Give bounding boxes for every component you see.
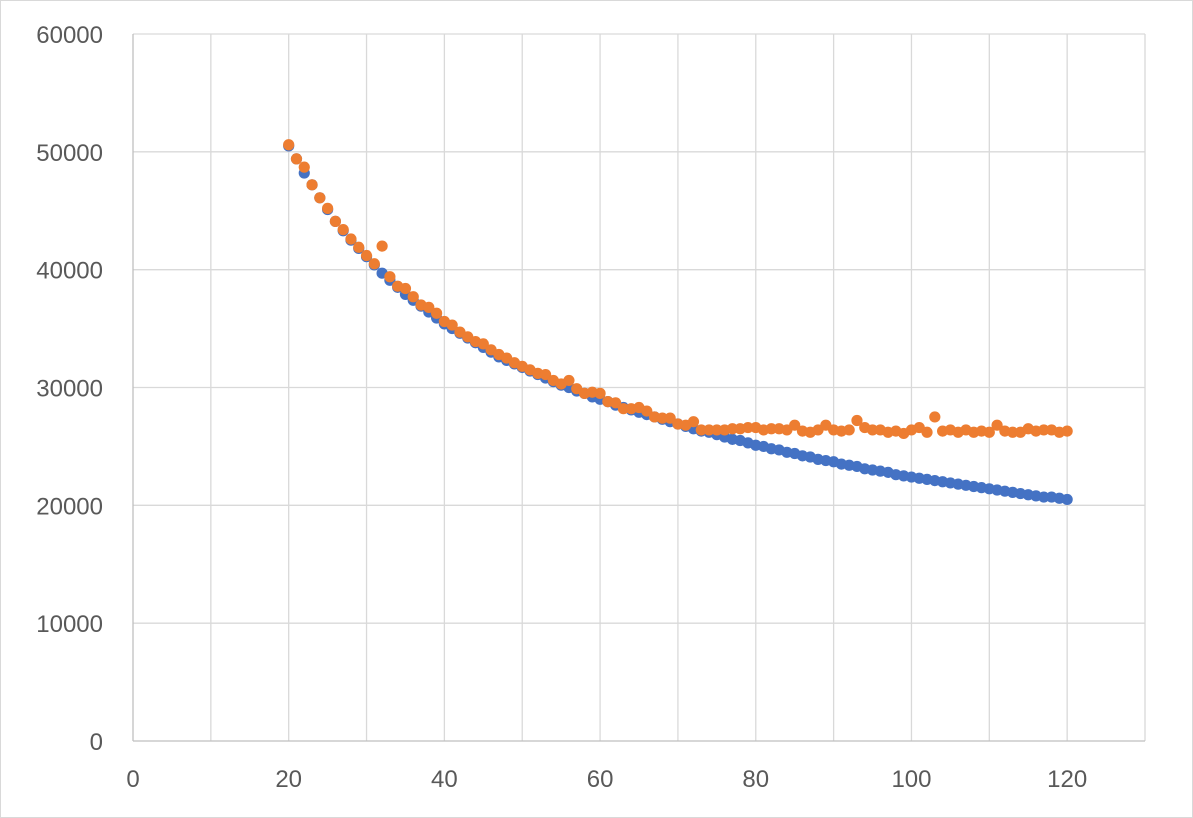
series-2 xyxy=(283,139,1073,440)
data-point xyxy=(742,421,754,434)
data-point xyxy=(431,307,443,319)
y-tick-label: 10000 xyxy=(36,611,103,638)
data-point xyxy=(539,368,552,381)
data-point xyxy=(687,416,700,428)
data-point xyxy=(789,419,801,431)
data-point xyxy=(1061,425,1073,437)
data-point xyxy=(921,426,933,438)
data-point xyxy=(306,179,318,191)
x-tick-label: 40 xyxy=(431,766,458,793)
data-point xyxy=(929,411,941,423)
y-tick-label: 20000 xyxy=(36,493,103,520)
data-point xyxy=(353,241,365,253)
y-tick-label: 40000 xyxy=(36,258,103,285)
data-series xyxy=(283,139,1073,506)
data-point xyxy=(610,397,622,409)
data-point xyxy=(360,249,373,262)
data-point xyxy=(843,424,855,436)
data-point xyxy=(477,338,489,350)
data-point xyxy=(322,202,334,214)
y-tick-label: 0 xyxy=(90,729,103,756)
data-point xyxy=(298,161,310,173)
axes xyxy=(132,34,1145,742)
data-point xyxy=(337,224,349,236)
data-point xyxy=(991,419,1003,431)
data-point xyxy=(399,282,412,295)
y-tick-label: 60000 xyxy=(36,22,103,49)
data-point xyxy=(290,153,303,165)
data-point xyxy=(851,414,863,427)
x-tick-label: 0 xyxy=(126,766,139,793)
x-tick-label: 120 xyxy=(1047,766,1087,793)
x-tick-label: 20 xyxy=(275,766,302,793)
x-tick-label: 60 xyxy=(587,766,614,793)
gridlines xyxy=(133,33,1146,741)
data-point xyxy=(641,405,653,417)
data-point xyxy=(384,271,396,283)
data-point xyxy=(345,233,357,245)
y-tick-label: 50000 xyxy=(36,140,103,167)
data-point xyxy=(765,423,777,435)
data-point xyxy=(983,426,995,438)
data-point xyxy=(329,215,341,227)
data-point xyxy=(283,139,295,151)
data-point xyxy=(726,423,739,435)
data-point xyxy=(563,374,575,387)
data-point xyxy=(446,319,458,331)
y-tick-label: 30000 xyxy=(36,376,103,403)
data-point xyxy=(656,412,668,424)
data-point xyxy=(594,387,606,399)
data-point xyxy=(1007,426,1019,438)
data-point xyxy=(1038,424,1050,436)
data-point xyxy=(664,412,676,424)
data-point xyxy=(423,301,435,313)
data-point xyxy=(1038,491,1050,503)
data-point xyxy=(1061,493,1073,506)
data-point xyxy=(314,192,326,204)
tick-labels: 0 20 40 60 80 100 120 0 10000 20000 30000 40000 5000… xyxy=(36,22,1087,793)
data-point xyxy=(376,240,388,252)
data-point xyxy=(711,424,723,436)
data-point xyxy=(368,258,380,270)
data-point xyxy=(695,424,707,436)
x-tick-label: 80 xyxy=(742,766,769,793)
data-point xyxy=(617,403,630,415)
data-point xyxy=(703,424,715,436)
data-point xyxy=(407,291,419,303)
x-tick-label: 100 xyxy=(891,766,931,793)
data-point xyxy=(866,424,879,436)
